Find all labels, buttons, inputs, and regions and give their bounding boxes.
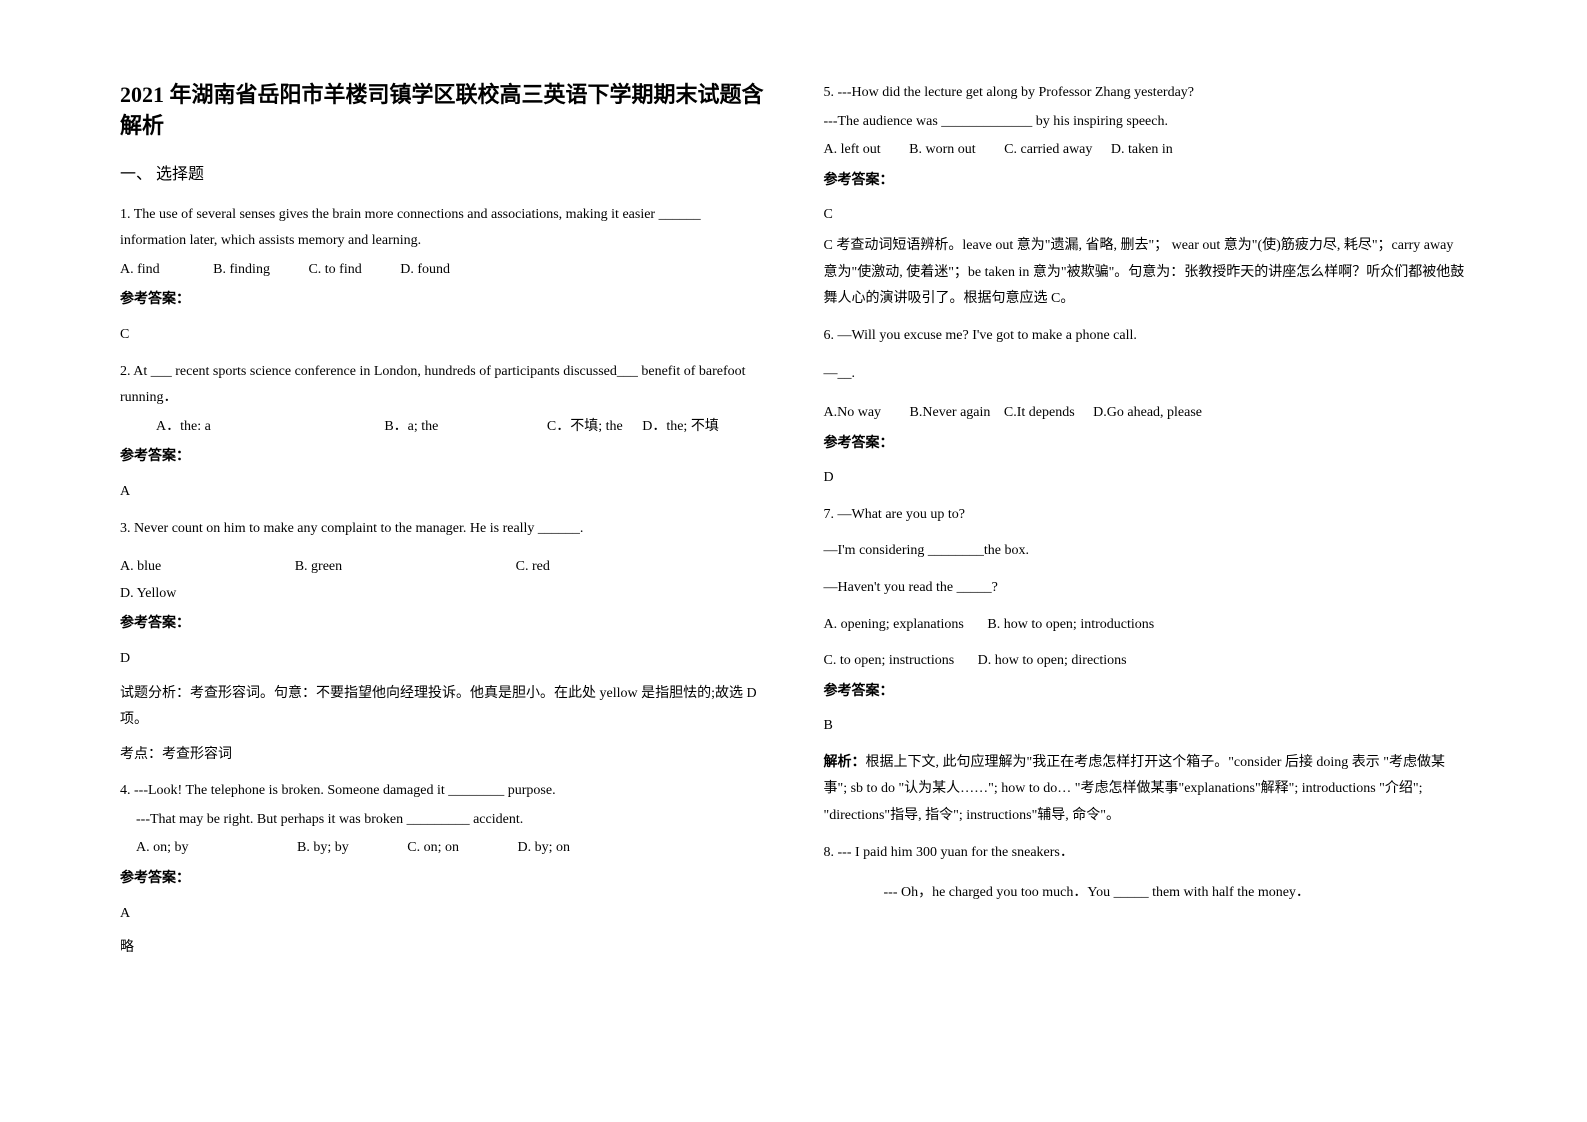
q3-answer-label: 参考答案： bbox=[120, 611, 764, 638]
q5-text2: ---The audience was _____________ by his… bbox=[824, 109, 1468, 136]
q8-text1: 8. --- I paid him 300 yuan for the sneak… bbox=[824, 840, 1468, 867]
q7-expl-wrap: 解析：根据上下文, 此句应理解为"我正在考虑怎样打开这个箱子。"consider… bbox=[824, 750, 1468, 830]
q7-optionsCD: C. to open; instructions D. how to open;… bbox=[824, 648, 1468, 675]
q4-options: A. on; by B. by; by C. on; on D. by; on bbox=[120, 835, 764, 862]
q2-answer: A bbox=[120, 479, 764, 506]
q6-answer-label: 参考答案： bbox=[824, 431, 1468, 458]
question-8: 8. --- I paid him 300 yuan for the sneak… bbox=[824, 840, 1468, 907]
q3-optB: B. green bbox=[295, 554, 342, 581]
q4-text2: ---That may be right. But perhaps it was… bbox=[120, 807, 764, 834]
q6-answer: D bbox=[824, 465, 1468, 492]
left-column: 2021 年湖南省岳阳市羊楼司镇学区联校高三英语下学期期末试题含解析 一、 选择… bbox=[100, 80, 794, 1082]
q4-text1: 4. ---Look! The telephone is broken. Som… bbox=[120, 778, 764, 805]
q7-optA: A. opening; explanations bbox=[824, 612, 964, 639]
q2-optC: C．不填; the bbox=[547, 414, 623, 441]
question-3: 3. Never count on him to make any compla… bbox=[120, 516, 764, 769]
q4-expl: 略 bbox=[120, 935, 764, 962]
q6-optB: B.Never again bbox=[910, 400, 991, 427]
q7-expl-label: 解析： bbox=[824, 755, 866, 770]
q7-answer: B bbox=[824, 713, 1468, 740]
question-2: 2. At ___ recent sports science conferen… bbox=[120, 359, 764, 506]
q6-optC: C.It depends bbox=[1004, 400, 1075, 427]
q5-optA: A. left out bbox=[824, 137, 881, 164]
q5-answer: C bbox=[824, 202, 1468, 229]
q2-optA: A．the: a bbox=[156, 414, 211, 441]
q2-answer-label: 参考答案： bbox=[120, 444, 764, 471]
q6-text1: 6. —Will you excuse me? I've got to make… bbox=[824, 323, 1468, 350]
q5-options: A. left out B. worn out C. carried away … bbox=[824, 137, 1468, 164]
q4-answer-label: 参考答案： bbox=[120, 866, 764, 893]
q1-answer: C bbox=[120, 322, 764, 349]
q2-optB: B．a; the bbox=[384, 414, 438, 441]
q5-optD: D. taken in bbox=[1111, 137, 1173, 164]
q4-optD: D. by; on bbox=[517, 835, 570, 862]
q3-optD: D. Yellow bbox=[120, 581, 176, 608]
question-5: 5. ---How did the lecture get along by P… bbox=[824, 80, 1468, 313]
q5-answer-label: 参考答案： bbox=[824, 168, 1468, 195]
q3-text: 3. Never count on him to make any compla… bbox=[120, 516, 764, 543]
q7-answer-label: 参考答案： bbox=[824, 679, 1468, 706]
section-heading: 一、 选择题 bbox=[120, 160, 764, 184]
q5-text1: 5. ---How did the lecture get along by P… bbox=[824, 80, 1468, 107]
question-7: 7. —What are you up to? —I'm considering… bbox=[824, 502, 1468, 830]
q1-answer-label: 参考答案： bbox=[120, 287, 764, 314]
q7-expl: 根据上下文, 此句应理解为"我正在考虑怎样打开这个箱子。"consider 后接… bbox=[824, 755, 1445, 823]
doc-title: 2021 年湖南省岳阳市羊楼司镇学区联校高三英语下学期期末试题含解析 bbox=[120, 80, 764, 142]
q6-text2: —__. bbox=[824, 361, 1468, 388]
q5-optC: C. carried away bbox=[1004, 137, 1092, 164]
q1-optD: D. found bbox=[400, 257, 450, 284]
question-1: 1. The use of several senses gives the b… bbox=[120, 202, 764, 349]
q1-options: A. find B. finding C. to find D. found bbox=[120, 257, 764, 284]
q1-optC: C. to find bbox=[308, 257, 361, 284]
q3-answer: D bbox=[120, 646, 764, 673]
q1-optB: B. finding bbox=[213, 257, 270, 284]
q7-optD: D. how to open; directions bbox=[978, 648, 1127, 675]
q7-optionsAB: A. opening; explanations B. how to open;… bbox=[824, 612, 1468, 639]
q6-optA: A.No way bbox=[824, 400, 882, 427]
q7-optB: B. how to open; introductions bbox=[987, 612, 1154, 639]
q3-optA: A. blue bbox=[120, 554, 161, 581]
q7-text1: 7. —What are you up to? bbox=[824, 502, 1468, 529]
q3-optC: C. red bbox=[516, 554, 550, 581]
q3-expl1: 试题分析：考查形容词。句意：不要指望他向经理投诉。他真是胆小。在此处 yello… bbox=[120, 681, 764, 734]
q5-optB: B. worn out bbox=[909, 137, 976, 164]
q2-optD: D．the; 不填 bbox=[642, 414, 719, 441]
right-column: 5. ---How did the lecture get along by P… bbox=[794, 80, 1488, 1082]
q4-optA: A. on; by bbox=[136, 835, 189, 862]
question-4: 4. ---Look! The telephone is broken. Som… bbox=[120, 778, 764, 962]
q5-expl: C 考查动词短语辨析。leave out 意为"遗漏, 省略, 删去"； wea… bbox=[824, 233, 1468, 313]
question-6: 6. —Will you excuse me? I've got to make… bbox=[824, 323, 1468, 492]
q2-options: A．the: a B．a; the C．不填; the D．the; 不填 bbox=[120, 414, 764, 441]
q6-options: A.No way B.Never again C.It depends D.Go… bbox=[824, 400, 1468, 427]
q1-optA: A. find bbox=[120, 257, 160, 284]
q6-optD: D.Go ahead, please bbox=[1093, 400, 1202, 427]
q4-optB: B. by; by bbox=[297, 835, 349, 862]
q3-expl2: 考点：考查形容词 bbox=[120, 742, 764, 769]
q7-optC: C. to open; instructions bbox=[824, 648, 955, 675]
q4-answer: A bbox=[120, 901, 764, 928]
q2-text: 2. At ___ recent sports science conferen… bbox=[120, 359, 764, 412]
q8-text2: --- Oh，he charged you too much．You _____… bbox=[824, 880, 1468, 907]
q3-options: A. blue B. green C. red D. Yellow bbox=[120, 554, 764, 607]
q4-optC: C. on; on bbox=[407, 835, 459, 862]
q7-text3: —Haven't you read the _____? bbox=[824, 575, 1468, 602]
q1-text: 1. The use of several senses gives the b… bbox=[120, 202, 764, 255]
q7-text2: —I'm considering ________the box. bbox=[824, 538, 1468, 565]
